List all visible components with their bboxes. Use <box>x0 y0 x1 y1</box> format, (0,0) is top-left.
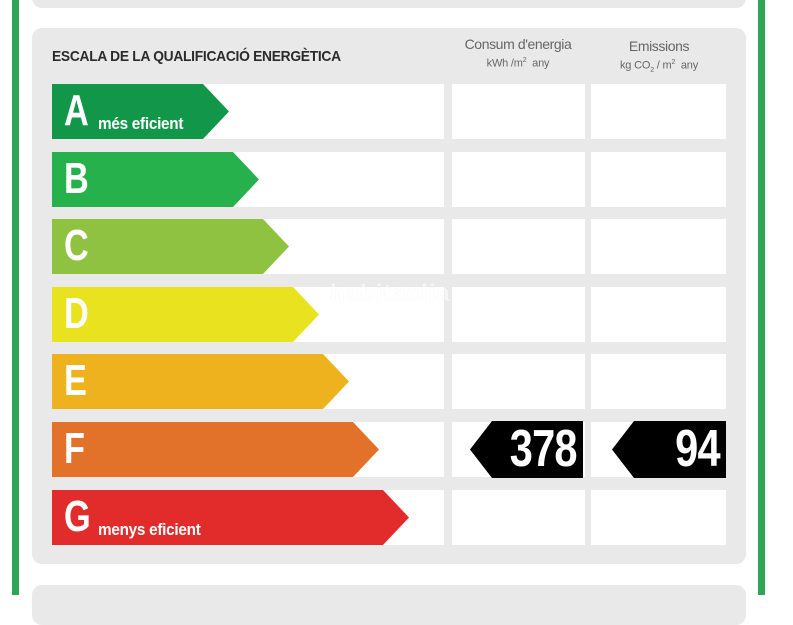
emissions-cell-c <box>591 219 726 274</box>
rating-arrow-f: F <box>52 422 379 477</box>
energy-cell-c <box>452 219 585 274</box>
rating-arrow-c: C <box>52 219 289 274</box>
energy-cell-d <box>452 287 585 342</box>
emissions-cell-g <box>591 490 726 545</box>
energy-cell-g <box>452 490 585 545</box>
frame-left-border <box>12 0 19 595</box>
rating-letter-g: G <box>64 492 91 541</box>
energy-cell-b <box>452 152 585 207</box>
rating-label-g: menys eficient <box>98 520 201 539</box>
rating-letter-c: C <box>64 221 89 270</box>
rating-letter-a: A <box>64 86 89 135</box>
energy-cell-a <box>452 84 585 139</box>
emissions-column-header: Emissions kg CO2 / m2 any <box>591 38 727 74</box>
emissions-value-badge: 94 <box>612 421 726 478</box>
top-panel <box>32 0 746 8</box>
watermark: habitaclia <box>330 280 451 307</box>
emissions-value: 94 <box>675 420 720 478</box>
energy-column-title: Consum d'energia <box>464 36 572 52</box>
energy-column-unit: kWh /m2 any <box>486 57 550 70</box>
scale-title: ESCALA DE LA QUALIFICACIÓ ENERGÈTICA <box>52 48 341 65</box>
rating-letter-f: F <box>64 424 85 473</box>
energy-cell-e <box>452 354 585 409</box>
rating-letter-d: D <box>64 289 89 338</box>
emissions-column-title: Emissions <box>628 38 690 54</box>
emissions-column-unit: kg CO2 / m2 any <box>620 59 698 74</box>
emissions-cell-d <box>591 287 726 342</box>
rating-letter-b: B <box>64 154 89 203</box>
rating-letter-e: E <box>64 356 87 405</box>
emissions-cell-b <box>591 152 726 207</box>
rating-arrow-b: B <box>52 152 259 207</box>
rating-label-a: més eficient <box>98 114 184 133</box>
frame-right-border <box>758 0 765 595</box>
energy-value: 378 <box>509 420 578 478</box>
rating-arrow-d: D <box>52 287 319 342</box>
emissions-cell-a <box>591 84 726 139</box>
energy-value-badge: 378 <box>470 421 583 478</box>
emissions-cell-e <box>591 354 726 409</box>
bottom-panel <box>32 585 746 625</box>
rating-arrow-e: E <box>52 354 349 409</box>
energy-column-header: Consum d'energia kWh /m2 any <box>452 36 584 70</box>
